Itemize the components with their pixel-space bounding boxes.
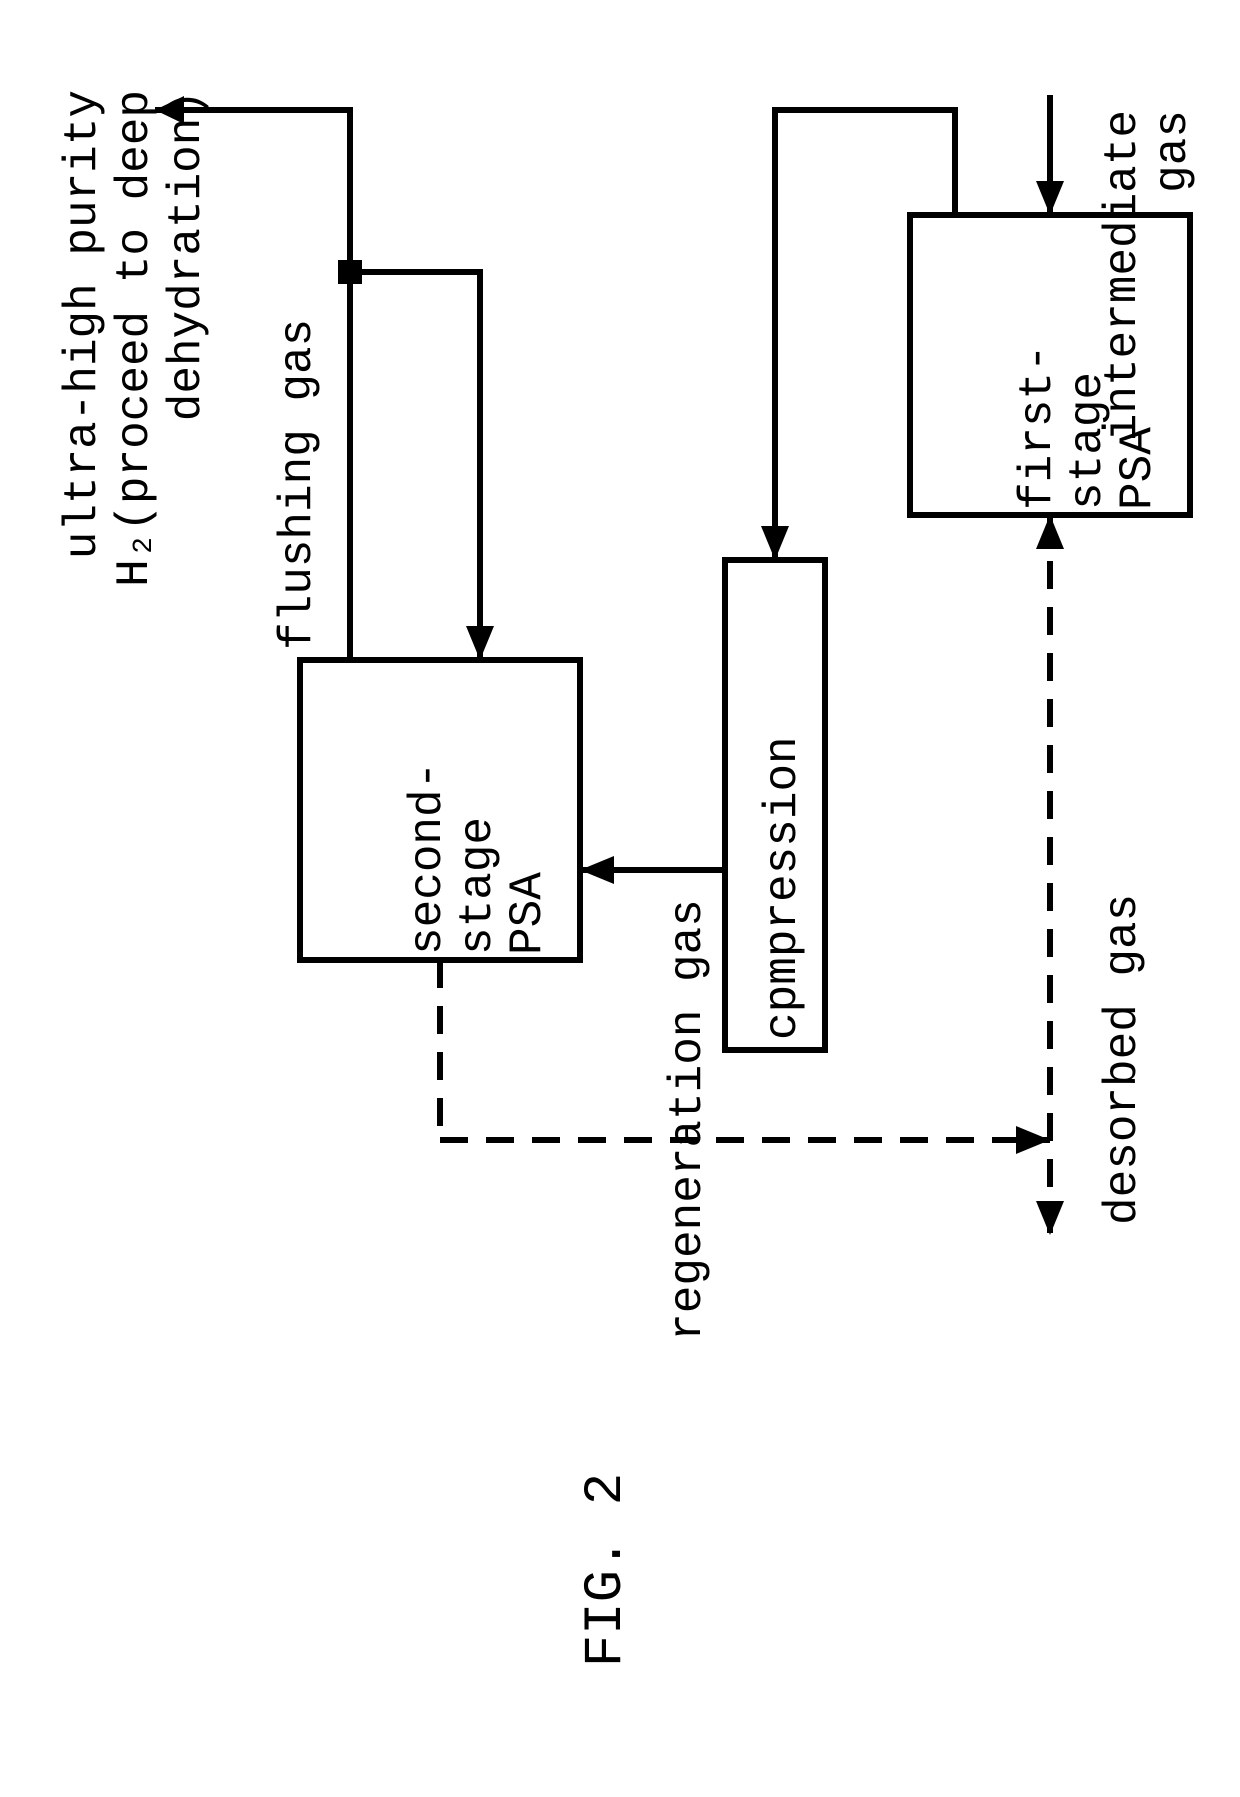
svg-text:ultra-high purity: ultra-high purity <box>57 90 109 559</box>
label-output: ultra-high purity H₂(proceed to deep deh… <box>57 90 213 587</box>
label-flushing-gas: flushing gas <box>272 319 324 650</box>
figure-caption: FIG. 2 <box>576 1473 637 1667</box>
edge-first-desorbed <box>1036 515 1064 1235</box>
svg-text:gas: gas <box>1147 110 1199 193</box>
svg-text:intermediate: intermediate <box>1097 110 1149 441</box>
edge-input-to-first <box>1036 95 1064 215</box>
label-desorbed-gas: desorbed gas <box>1097 894 1149 1225</box>
svg-text:desorbed gas: desorbed gas <box>1097 894 1149 1225</box>
svg-text:regeneration gas: regeneration gas <box>662 899 714 1341</box>
svg-text:flushing gas: flushing gas <box>272 319 324 650</box>
node-compression-label-0: cpmpression <box>757 736 809 1040</box>
edge-regeneration-horizontal <box>440 1126 1050 1154</box>
svg-text:H₂(proceed to deep: H₂(proceed to deep <box>109 90 161 587</box>
node-second-stage-psa: second- stage PSA <box>300 660 580 960</box>
node-compression: cpmpression <box>725 560 825 1050</box>
svg-text:FIG. 2: FIG. 2 <box>576 1473 637 1667</box>
svg-text:dehydration): dehydration) <box>161 90 213 421</box>
diagram-canvas: first- stage PSA cpmpression second- sta… <box>0 0 1240 1797</box>
node-second-stage-psa-label-2: PSA <box>502 872 554 955</box>
node-second-stage-psa-label-1: stage <box>452 817 504 955</box>
node-second-stage-psa-label-0: second- <box>402 762 454 955</box>
label-regeneration-gas: regeneration gas <box>662 899 714 1341</box>
edge-compression-to-second <box>580 856 725 884</box>
node-first-stage-psa-label-0: first- <box>1012 344 1064 510</box>
